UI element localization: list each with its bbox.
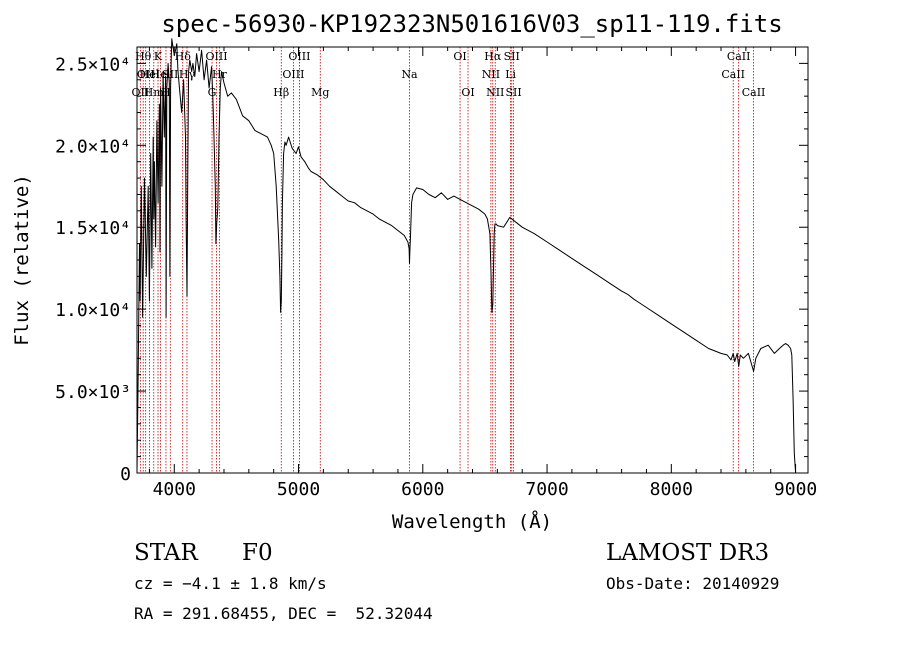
line-label: Hr [212, 68, 228, 81]
line-label: CaII [742, 86, 766, 99]
x-tick-label: 5000 [277, 479, 320, 500]
line-label: Hβ [273, 86, 289, 99]
line-label: H [161, 86, 171, 99]
chart-title: spec-56930-KP192323N501616V03_sp11-119.f… [161, 10, 782, 38]
line-label: SII [506, 86, 522, 99]
line-label: OIII [282, 68, 304, 81]
spectrum-line [136, 38, 797, 474]
line-label: OI [461, 86, 474, 99]
tick-marks [137, 46, 808, 474]
redshift-info: cz = −4.1 ± 1.8 km/s [134, 574, 327, 593]
y-tick-label: 2.0×10⁴ [55, 136, 131, 157]
line-label: Li [505, 68, 516, 81]
line-label: OIII [288, 50, 310, 63]
line-label: CaII [721, 68, 745, 81]
coordinates: RA = 291.68455, DEC = 52.32044 [134, 604, 433, 623]
object-class: STAR [134, 540, 198, 566]
observation-date: Obs-Date: 20140929 [606, 574, 780, 593]
line-label: Hα [484, 50, 502, 63]
line-label: NII [482, 68, 500, 81]
spectral-subclass: F0 [242, 540, 273, 566]
emission-line-labels: OIIHθOIIHelHmKHelHSIIHδHγGOIIIHrHβOIIIOI… [131, 50, 765, 99]
line-label: Hel [140, 68, 160, 81]
x-tick-label: 6000 [401, 479, 444, 500]
spectrum-series [136, 38, 797, 474]
line-label: OII [131, 86, 149, 99]
chart-background [0, 0, 900, 540]
x-axis-label: Wavelength (Å) [392, 510, 552, 533]
y-tick-label: 0 [120, 464, 131, 485]
line-label: Hm [144, 86, 165, 99]
x-tick-label: 8000 [650, 479, 693, 500]
line-label: SII [162, 68, 178, 81]
line-label: Hγ [179, 68, 196, 81]
line-label: Hθ [135, 50, 152, 63]
line-label: Hel [151, 68, 171, 81]
emission-line-markers [139, 47, 754, 473]
line-label: SII [504, 50, 520, 63]
line-label: Na [401, 68, 418, 81]
x-tick-label: 4000 [153, 479, 196, 500]
y-tick-label: 2.5×10⁴ [55, 54, 131, 75]
line-label: Hδ [175, 50, 192, 63]
spectrum-chart: 4000 5000 6000 7000 8000 9000 0 5.0×10³ 1.0×10⁴ 1… [0, 0, 900, 540]
y-axis-label: Flux (relative) [11, 174, 33, 346]
survey-name: LAMOST DR3 [606, 540, 770, 566]
line-label: OII [137, 68, 155, 81]
line-label: Mg [311, 86, 329, 99]
line-label: G [208, 86, 217, 99]
y-tick-label: 1.5×10⁴ [55, 218, 131, 239]
line-label: OIII [205, 50, 227, 63]
line-label: CaII [727, 50, 751, 63]
x-tick-label: 9000 [774, 479, 817, 500]
x-tick-label: 7000 [525, 479, 568, 500]
y-tick-label: 1.0×10⁴ [55, 300, 131, 321]
line-label: K [154, 50, 163, 63]
y-tick-label: 5.0×10³ [55, 382, 131, 403]
line-label: NII [486, 86, 504, 99]
line-label: OI [453, 50, 466, 63]
tick-labels: 4000 5000 6000 7000 8000 9000 0 5.0×10³ 1.0×10⁴ 1… [55, 54, 817, 500]
